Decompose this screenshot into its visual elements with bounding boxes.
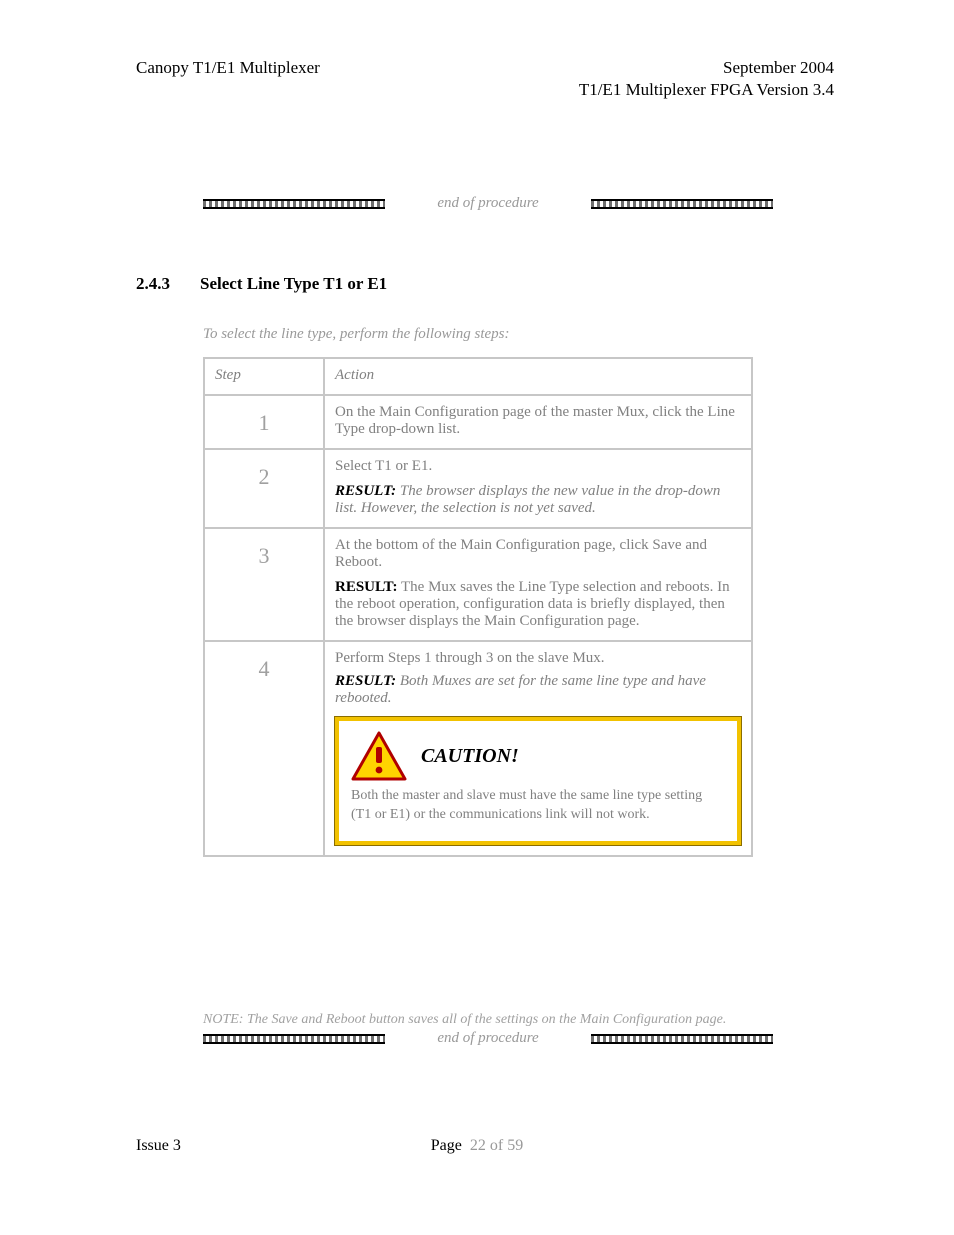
caution-title: CAUTION!	[421, 745, 519, 768]
table-row: 3 At the bottom of the Main Configuratio…	[204, 528, 752, 641]
step-number: 3	[204, 528, 324, 641]
procedure-table: Step Action 1 On the Main Configuration …	[203, 357, 753, 857]
caution-callout: CAUTION! Both the master and slave must …	[335, 717, 741, 845]
hatched-bar-icon	[203, 1034, 385, 1044]
procedure-intro: To select the line type, perform the fol…	[203, 326, 510, 343]
hatched-bar-icon	[203, 199, 385, 209]
warning-triangle-icon	[351, 731, 407, 781]
note-text: NOTE: The Save and Reboot button saves a…	[203, 1012, 751, 1028]
page-root: Canopy T1/E1 Multiplexer September 2004 …	[0, 0, 954, 1235]
footer-center: Page 22 of 59	[0, 1137, 954, 1155]
result-label: RESULT:	[335, 579, 398, 595]
end-of-procedure-bottom: end of procedure	[203, 1030, 773, 1047]
action-text: On the Main Configuration page of the ma…	[335, 404, 741, 438]
end-of-procedure-top: end of procedure	[203, 195, 773, 212]
table-header-row: Step Action	[204, 358, 752, 395]
footer-page-label: Page	[431, 1137, 462, 1154]
section-title: Select Line Type T1 or E1	[200, 274, 387, 294]
hatched-bar-icon	[591, 1034, 773, 1044]
header-left: Canopy T1/E1 Multiplexer	[136, 58, 320, 78]
table-row: 2 Select T1 or E1. RESULT: The browser d…	[204, 449, 752, 528]
step-action: Select T1 or E1. RESULT: The browser dis…	[324, 449, 752, 528]
hatched-bar-icon	[591, 199, 773, 209]
section-number: 2.4.3	[136, 274, 170, 294]
action-text: Select T1 or E1.	[335, 458, 741, 475]
step-action: On the Main Configuration page of the ma…	[324, 395, 752, 449]
header-right-line2: T1/E1 Multiplexer FPGA Version 3.4	[579, 80, 834, 100]
table-row: 4 Perform Steps 1 through 3 on the slave…	[204, 641, 752, 856]
step-number: 1	[204, 395, 324, 449]
action-text: Perform Steps 1 through 3 on the slave M…	[335, 650, 741, 667]
col-header-action: Action	[324, 358, 752, 395]
footer-page-number: 22 of 59	[470, 1137, 523, 1154]
action-text: At the bottom of the Main Configuration …	[335, 537, 741, 571]
step-action: Perform Steps 1 through 3 on the slave M…	[324, 641, 752, 856]
col-header-step: Step	[204, 358, 324, 395]
table-row: 1 On the Main Configuration page of the …	[204, 395, 752, 449]
header-right-line1: September 2004	[723, 58, 834, 78]
step-action: At the bottom of the Main Configuration …	[324, 528, 752, 641]
result-label: RESULT:	[335, 483, 396, 499]
caution-header: CAUTION!	[351, 731, 725, 781]
end-of-procedure-label: end of procedure	[395, 195, 581, 212]
result-label: RESULT:	[335, 673, 396, 689]
caution-body: Both the master and slave must have the …	[351, 787, 725, 825]
step-number: 4	[204, 641, 324, 856]
end-of-procedure-label: end of procedure	[395, 1030, 581, 1047]
step-number: 2	[204, 449, 324, 528]
